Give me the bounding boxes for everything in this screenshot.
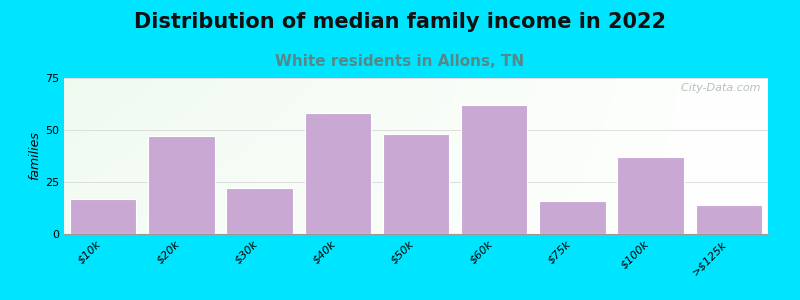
Text: City-Data.com: City-Data.com [674,83,761,93]
Bar [696,205,762,234]
Bar [305,113,371,234]
Text: White residents in Allons, TN: White residents in Allons, TN [275,54,525,69]
Bar [382,134,450,234]
Bar [461,105,527,234]
Bar [148,136,214,234]
Bar [618,157,684,234]
Y-axis label: families: families [28,132,41,180]
Bar [70,199,136,234]
Bar [539,201,606,234]
Text: Distribution of median family income in 2022: Distribution of median family income in … [134,12,666,32]
Bar [226,188,293,234]
